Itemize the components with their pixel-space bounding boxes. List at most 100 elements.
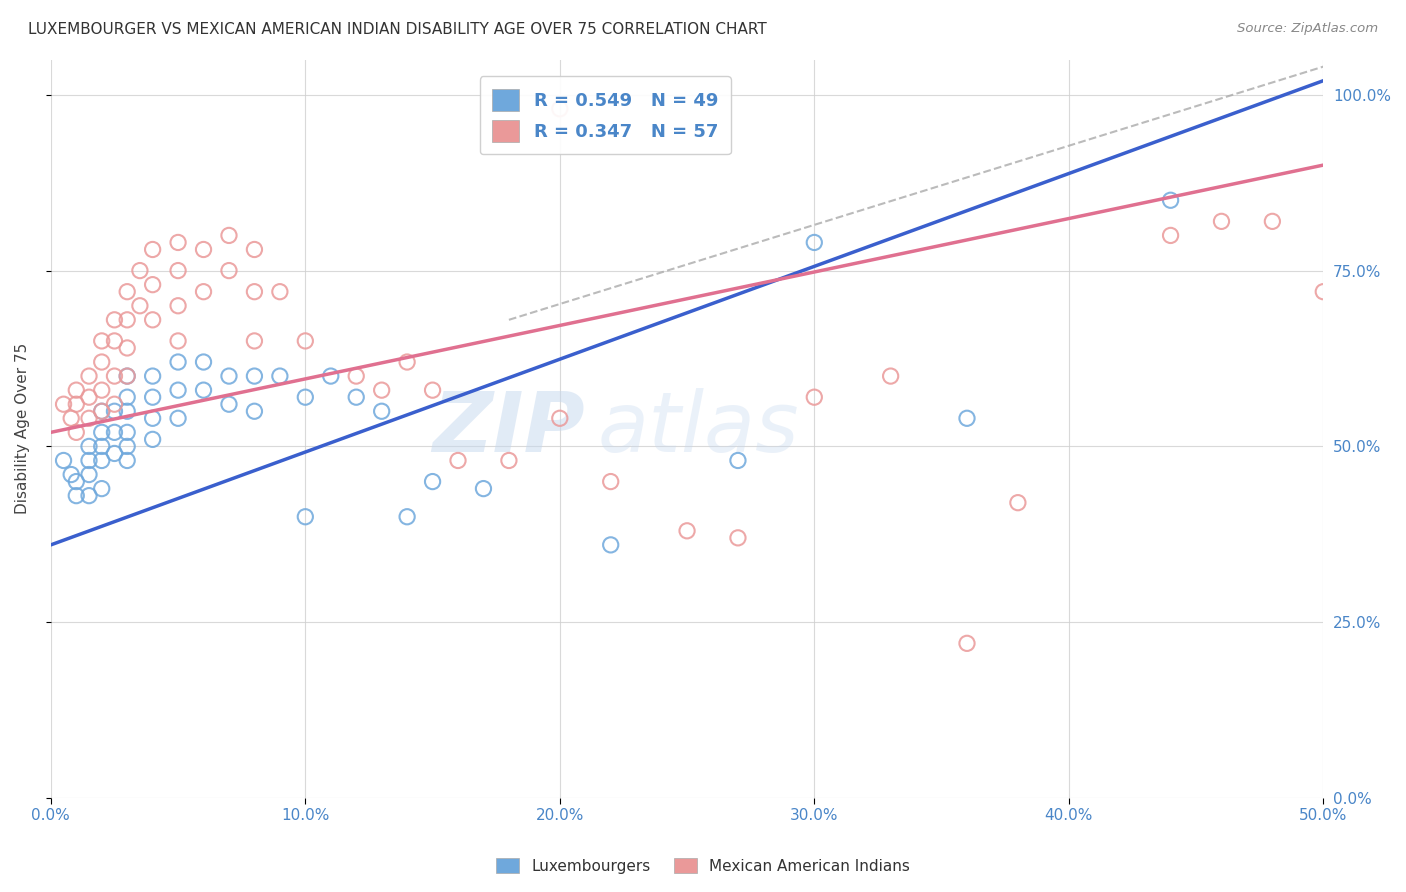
Point <box>193 355 215 369</box>
Point <box>90 404 112 418</box>
Point <box>142 313 165 327</box>
Point <box>243 404 266 418</box>
Point <box>90 355 112 369</box>
Point <box>294 509 316 524</box>
Text: LUXEMBOURGER VS MEXICAN AMERICAN INDIAN DISABILITY AGE OVER 75 CORRELATION CHART: LUXEMBOURGER VS MEXICAN AMERICAN INDIAN … <box>28 22 766 37</box>
Point <box>803 235 825 250</box>
Point <box>269 285 291 299</box>
Point <box>103 404 125 418</box>
Point <box>90 404 112 418</box>
Point <box>103 425 125 440</box>
Text: atlas: atlas <box>598 388 800 469</box>
Point <box>218 369 240 384</box>
Point <box>396 509 419 524</box>
Point <box>90 439 112 453</box>
Point <box>142 390 165 404</box>
Point <box>370 404 392 418</box>
Point <box>956 411 979 425</box>
Text: ZIP: ZIP <box>433 388 585 469</box>
Point <box>319 369 342 384</box>
Point <box>103 397 125 411</box>
Point <box>1160 228 1182 243</box>
Point <box>65 425 87 440</box>
Point <box>142 411 165 425</box>
Y-axis label: Disability Age Over 75: Disability Age Over 75 <box>15 343 30 515</box>
Point <box>90 453 112 467</box>
Point <box>115 341 138 355</box>
Point <box>727 531 749 545</box>
Point <box>1261 214 1284 228</box>
Point <box>548 411 571 425</box>
Point <box>103 446 125 460</box>
Point <box>77 467 100 482</box>
Point <box>115 404 138 418</box>
Point <box>65 383 87 397</box>
Point <box>193 285 215 299</box>
Point <box>65 397 87 411</box>
Point <box>142 369 165 384</box>
Point <box>77 390 100 404</box>
Point <box>65 489 87 503</box>
Point <box>115 369 138 384</box>
Point <box>115 439 138 453</box>
Point <box>142 243 165 257</box>
Point <box>60 411 83 425</box>
Point <box>956 636 979 650</box>
Point <box>60 467 83 482</box>
Point <box>115 313 138 327</box>
Point <box>447 453 470 467</box>
Point <box>1160 194 1182 208</box>
Point <box>676 524 699 538</box>
Point <box>167 383 190 397</box>
Point <box>52 453 75 467</box>
Point <box>879 369 901 384</box>
Point <box>115 285 138 299</box>
Point <box>77 411 100 425</box>
Point <box>294 390 316 404</box>
Point <box>294 334 316 348</box>
Point <box>1211 214 1233 228</box>
Point <box>142 433 165 447</box>
Point <box>344 369 367 384</box>
Point <box>167 411 190 425</box>
Point <box>370 383 392 397</box>
Point <box>103 313 125 327</box>
Point <box>77 369 100 384</box>
Point <box>77 439 100 453</box>
Point <box>90 425 112 440</box>
Point <box>269 369 291 384</box>
Point <box>243 285 266 299</box>
Point <box>115 453 138 467</box>
Point <box>193 243 215 257</box>
Point <box>77 489 100 503</box>
Point <box>803 390 825 404</box>
Point <box>103 369 125 384</box>
Point <box>193 383 215 397</box>
Point <box>422 475 444 489</box>
Point <box>218 263 240 277</box>
Point <box>599 538 621 552</box>
Point <box>167 334 190 348</box>
Point <box>1312 285 1334 299</box>
Point <box>472 482 495 496</box>
Point <box>396 355 419 369</box>
Point <box>498 453 520 467</box>
Point <box>77 453 100 467</box>
Point <box>65 475 87 489</box>
Point <box>90 383 112 397</box>
Point <box>90 334 112 348</box>
Point <box>243 243 266 257</box>
Point <box>52 397 75 411</box>
Point <box>599 475 621 489</box>
Point <box>115 390 138 404</box>
Point <box>727 453 749 467</box>
Legend: R = 0.549   N = 49, R = 0.347   N = 57: R = 0.549 N = 49, R = 0.347 N = 57 <box>479 76 731 154</box>
Text: Source: ZipAtlas.com: Source: ZipAtlas.com <box>1237 22 1378 36</box>
Point <box>90 482 112 496</box>
Point <box>548 102 571 116</box>
Point <box>167 235 190 250</box>
Point <box>167 355 190 369</box>
Point <box>129 299 152 313</box>
Point <box>422 383 444 397</box>
Point <box>115 369 138 384</box>
